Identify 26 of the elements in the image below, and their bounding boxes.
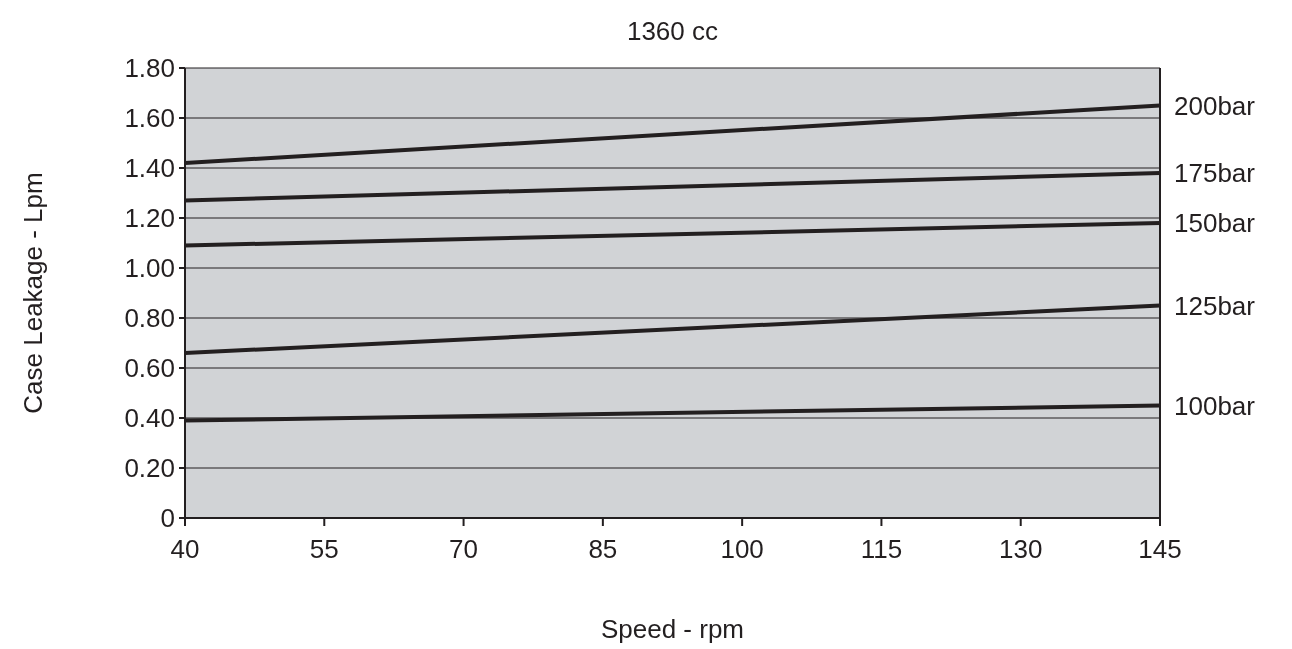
x-tick-label: 130 [999,534,1043,564]
y-tick-label: 1.00 [124,253,175,283]
y-tick-label: 1.40 [124,153,175,183]
x-tick-label: 145 [1138,534,1182,564]
y-tick-label: 0.80 [124,303,175,333]
series-label: 175bar [1174,158,1256,188]
y-tick-label: 0 [160,503,175,533]
x-tick-label: 70 [449,534,479,564]
chart-title: 1360 cc [626,16,719,46]
series-label: 100bar [1174,390,1256,421]
x-tick-label: 115 [860,534,903,564]
series-label: 200bar [1174,90,1256,121]
x-tick-label: 100 [720,534,764,564]
x-tick-label: 85 [588,534,618,564]
series-label: 150bar [1174,208,1256,238]
y-tick-label: 1.20 [124,203,175,233]
y-tick-label: 0.60 [124,353,175,383]
series-label: 125bar [1174,290,1256,321]
x-tick-label: 55 [309,534,339,564]
y-tick-label: 1.60 [124,103,175,133]
y-axis-title: Case Leakage - Lpm [18,172,48,414]
y-tick-label: 0.20 [124,453,175,483]
x-axis-title: Speed - rpm [600,614,745,644]
y-tick-label: 1.80 [124,53,175,83]
x-tick-label: 40 [170,534,200,564]
y-tick-label: 0.40 [124,403,175,433]
